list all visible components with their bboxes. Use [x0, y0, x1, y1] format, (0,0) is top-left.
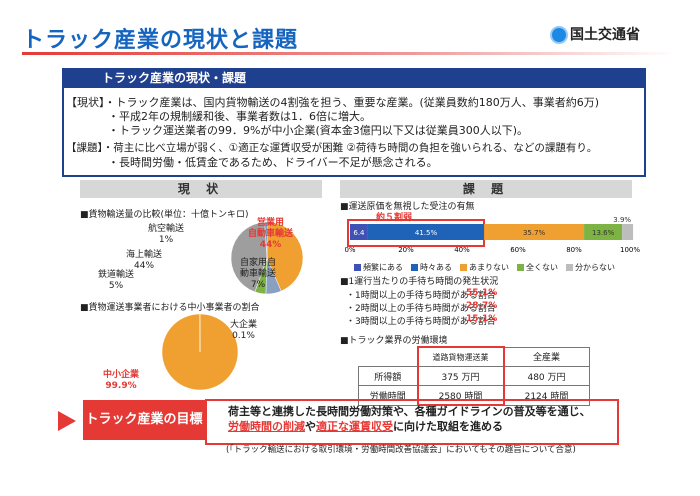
pie1-label-commercial-text: 営業用 自動車輸送 44% [248, 218, 294, 250]
pie-slice-3 [230, 221, 268, 293]
order-chart-title: ■運送原価を無視した受注の有無 [340, 202, 475, 212]
wait-row-1-value: 55.1% [466, 288, 498, 298]
legend-swatch-4 [566, 264, 573, 271]
wait-row-2-label: ・2時間以上の手待ち時間がある割合 [346, 304, 496, 314]
wait-row-2-value: 28.7% [466, 301, 498, 311]
x-tick-label-1: 20% [398, 246, 414, 254]
genjo-line-1: 【現状】・トラック産業は、国内貨物輸送の4割強を担う、重要な産業。(従業員数約1… [66, 96, 600, 109]
x-tick-label-0: 0% [344, 246, 355, 254]
bar-value-label-4: 3.9% [613, 216, 631, 224]
goal-box [205, 399, 619, 445]
cargo-chart-title: ■貨物輸送量の比較(単位：十億トンキロ) [80, 210, 249, 220]
env-header-1: 道路貨物運送業 [416, 346, 505, 367]
pie1-label-air-text: 航空輸送 1% [148, 224, 185, 245]
legend-swatch-1 [411, 264, 418, 271]
pie-slice-0 [266, 221, 304, 292]
wait-row-3-label: ・3時間以上の手待ち時間がある割合 [346, 317, 496, 327]
kadai-line-1: 【課題】・荷主に比べ立場が弱く、①適正な運賃収受が困難 ②荷待ち時間の負担を強い… [66, 142, 598, 154]
sme-chart-title: ■貨物運送事業者における中小事業者の割合 [80, 303, 260, 313]
goal-text-connector: や [305, 420, 316, 433]
x-tick-label-4: 80% [566, 246, 582, 254]
x-tick-label-3: 60% [510, 246, 526, 254]
wait-chart-title: ■1運行当たりの手待ち時間の発生状況 [340, 277, 499, 287]
cargo-pie-chart [230, 221, 304, 295]
goal-label: トラック産業の目標 [83, 400, 205, 440]
pie2-label-large: 大企業 0.1% [230, 320, 257, 342]
x-tick-label-2: 40% [454, 246, 470, 254]
legend-swatch-3 [517, 264, 524, 271]
kadai-line-2: ・長時間労働・低賃金であるため、ドライバー不足が懸念される。 [108, 156, 438, 169]
genjo-line-2: ・平成2年の規制緩和後、事業者数は1．6倍に増大。 [108, 110, 371, 123]
env-cell: 480 万円 [503, 366, 590, 386]
goal-highlight-1: 労働時間の削減 [228, 420, 305, 433]
env-header-0 [359, 347, 418, 367]
bar-value-label-3: 13.6% [592, 229, 615, 237]
table-row: 所得額 375 万円 480 万円 [358, 366, 590, 386]
order-bar-chart: 6.4 41.5% 35.7% 13.6% 3.9% 0% 20% 40% 60% 80% 100… [344, 216, 640, 254]
env-cell: 所得額 [358, 366, 418, 386]
right-section-heading: 課 題 [340, 180, 632, 198]
pie2-label-large-text: 大企業 0.1% [230, 320, 258, 341]
bar-segment-1 [367, 224, 485, 240]
bar-value-label-1: 41.5% [415, 229, 438, 237]
pie1-label-air: 航空輸送 1% [148, 224, 184, 246]
goal-text-end: に向けた取組を進める [393, 420, 503, 433]
goal-highlight-2: 適正な運賃収受 [316, 420, 393, 433]
legend-label-3: 全くない [526, 263, 558, 272]
order-callout: 約５割弱 [376, 213, 413, 223]
order-legend: 頻繁にある 時々ある あまりない 全くない 分からない [346, 262, 615, 273]
pie1-label-sea-text: 海上輸送 44% [126, 250, 163, 271]
summary-heading: トラック産業の現状・課題 [62, 68, 646, 88]
pie-slice-4 [264, 221, 268, 259]
bar-segment-2 [484, 224, 585, 240]
env-title: ■トラック業界の労働環境 [340, 336, 448, 346]
sme-pie-chart [161, 313, 239, 391]
table-row: 道路貨物運送業 全産業 [359, 346, 590, 367]
left-section-heading: 現 状 [80, 180, 322, 198]
ministry-name: 国土交通省 [570, 27, 640, 43]
bar-segment-3 [584, 224, 623, 240]
legend-label-1: 時々ある [420, 263, 452, 272]
x-tick-label-5: 100% [620, 246, 640, 254]
bar-segment-4 [622, 224, 634, 240]
pie1-label-commercial: 営業用 自動車輸送 44% [248, 218, 293, 251]
legend-label-4: 分からない [575, 263, 615, 272]
genjo-line-3: ・トラック運送業者の99．9%が中小企業(資本金3億円以下又は従業員300人以下… [108, 124, 529, 137]
wait-row-1-label: ・1時間以上の手待ち時間がある割合 [346, 291, 496, 301]
pie1-label-rail: 鉄道輸送 5% [98, 270, 134, 292]
pie1-label-sea: 海上輸送 44% [126, 250, 162, 272]
pie2-label-sme-text: 中小企業 99.9% [103, 370, 140, 391]
pie2-label-sme: 中小企業 99.9% [103, 370, 139, 392]
title-underline [22, 52, 677, 55]
legend-label-0: 頻繁にある [363, 263, 403, 272]
legend-swatch-2 [460, 264, 467, 271]
pie1-label-private: 自家用自 動車輸送 7% [240, 258, 276, 291]
ministry-logo-icon [550, 26, 568, 44]
env-cell: 375 万円 [416, 366, 505, 386]
pie1-label-rail-text: 鉄道輸送 5% [98, 270, 135, 291]
legend-label-2: あまりない [469, 263, 509, 272]
page-title: トラック産業の現状と課題 [22, 28, 299, 53]
env-header-2: 全産業 [503, 346, 590, 367]
goal-line-2: 労働時間の削減や適正な運賃収受に向けた取組を進める [228, 418, 503, 434]
wait-row-3-value: 15.1% [466, 314, 498, 324]
goal-line-1: 荷主等と連携した長時間労働対策や、各種ガイドラインの普及等を通じ、 [228, 405, 591, 418]
pie1-label-private-text: 自家用自 動車輸送 7% [240, 258, 277, 290]
bar-value-label-0: 6.4 [353, 229, 365, 237]
bar-value-label-2: 35.7% [523, 229, 546, 237]
legend-swatch-0 [354, 264, 361, 271]
env-table: 道路貨物運送業 全産業 所得額 375 万円 480 万円 労働時間 2580 … [358, 346, 590, 406]
bar-segment-0 [350, 224, 368, 240]
goal-note: (「トラック輸送における取引環境・労働時間改善協議会」においてもその趣旨について… [226, 445, 576, 455]
goal-arrow-icon [58, 411, 76, 431]
